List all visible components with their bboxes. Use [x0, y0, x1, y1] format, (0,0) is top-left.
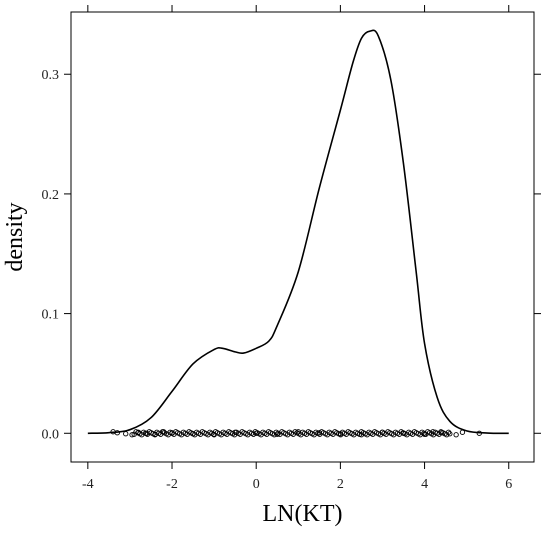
- rug-points: [110, 429, 482, 438]
- x-tick-label: -2: [166, 477, 178, 492]
- y-tick-label: 0.3: [42, 68, 60, 83]
- x-tick-label: 4: [421, 477, 428, 492]
- x-axis-title: LN(KT): [263, 501, 343, 527]
- y-axis-title: density: [2, 202, 28, 271]
- rug-point: [445, 429, 452, 435]
- x-tick-label: 2: [337, 477, 344, 492]
- x-tick-label: -4: [82, 477, 94, 492]
- rug-point: [129, 432, 135, 438]
- rug-point: [123, 431, 129, 437]
- y-tick-label: 0.0: [42, 427, 60, 442]
- y-tick-label: 0.2: [42, 188, 60, 203]
- x-tick-label: 0: [253, 477, 260, 492]
- rug-point: [453, 432, 459, 438]
- density-curve: [87, 29, 509, 435]
- y-tick-label: 0.1: [42, 308, 60, 323]
- rug-point: [447, 431, 453, 437]
- x-tick-label: 6: [505, 477, 512, 492]
- plot-frame: [70, 11, 535, 463]
